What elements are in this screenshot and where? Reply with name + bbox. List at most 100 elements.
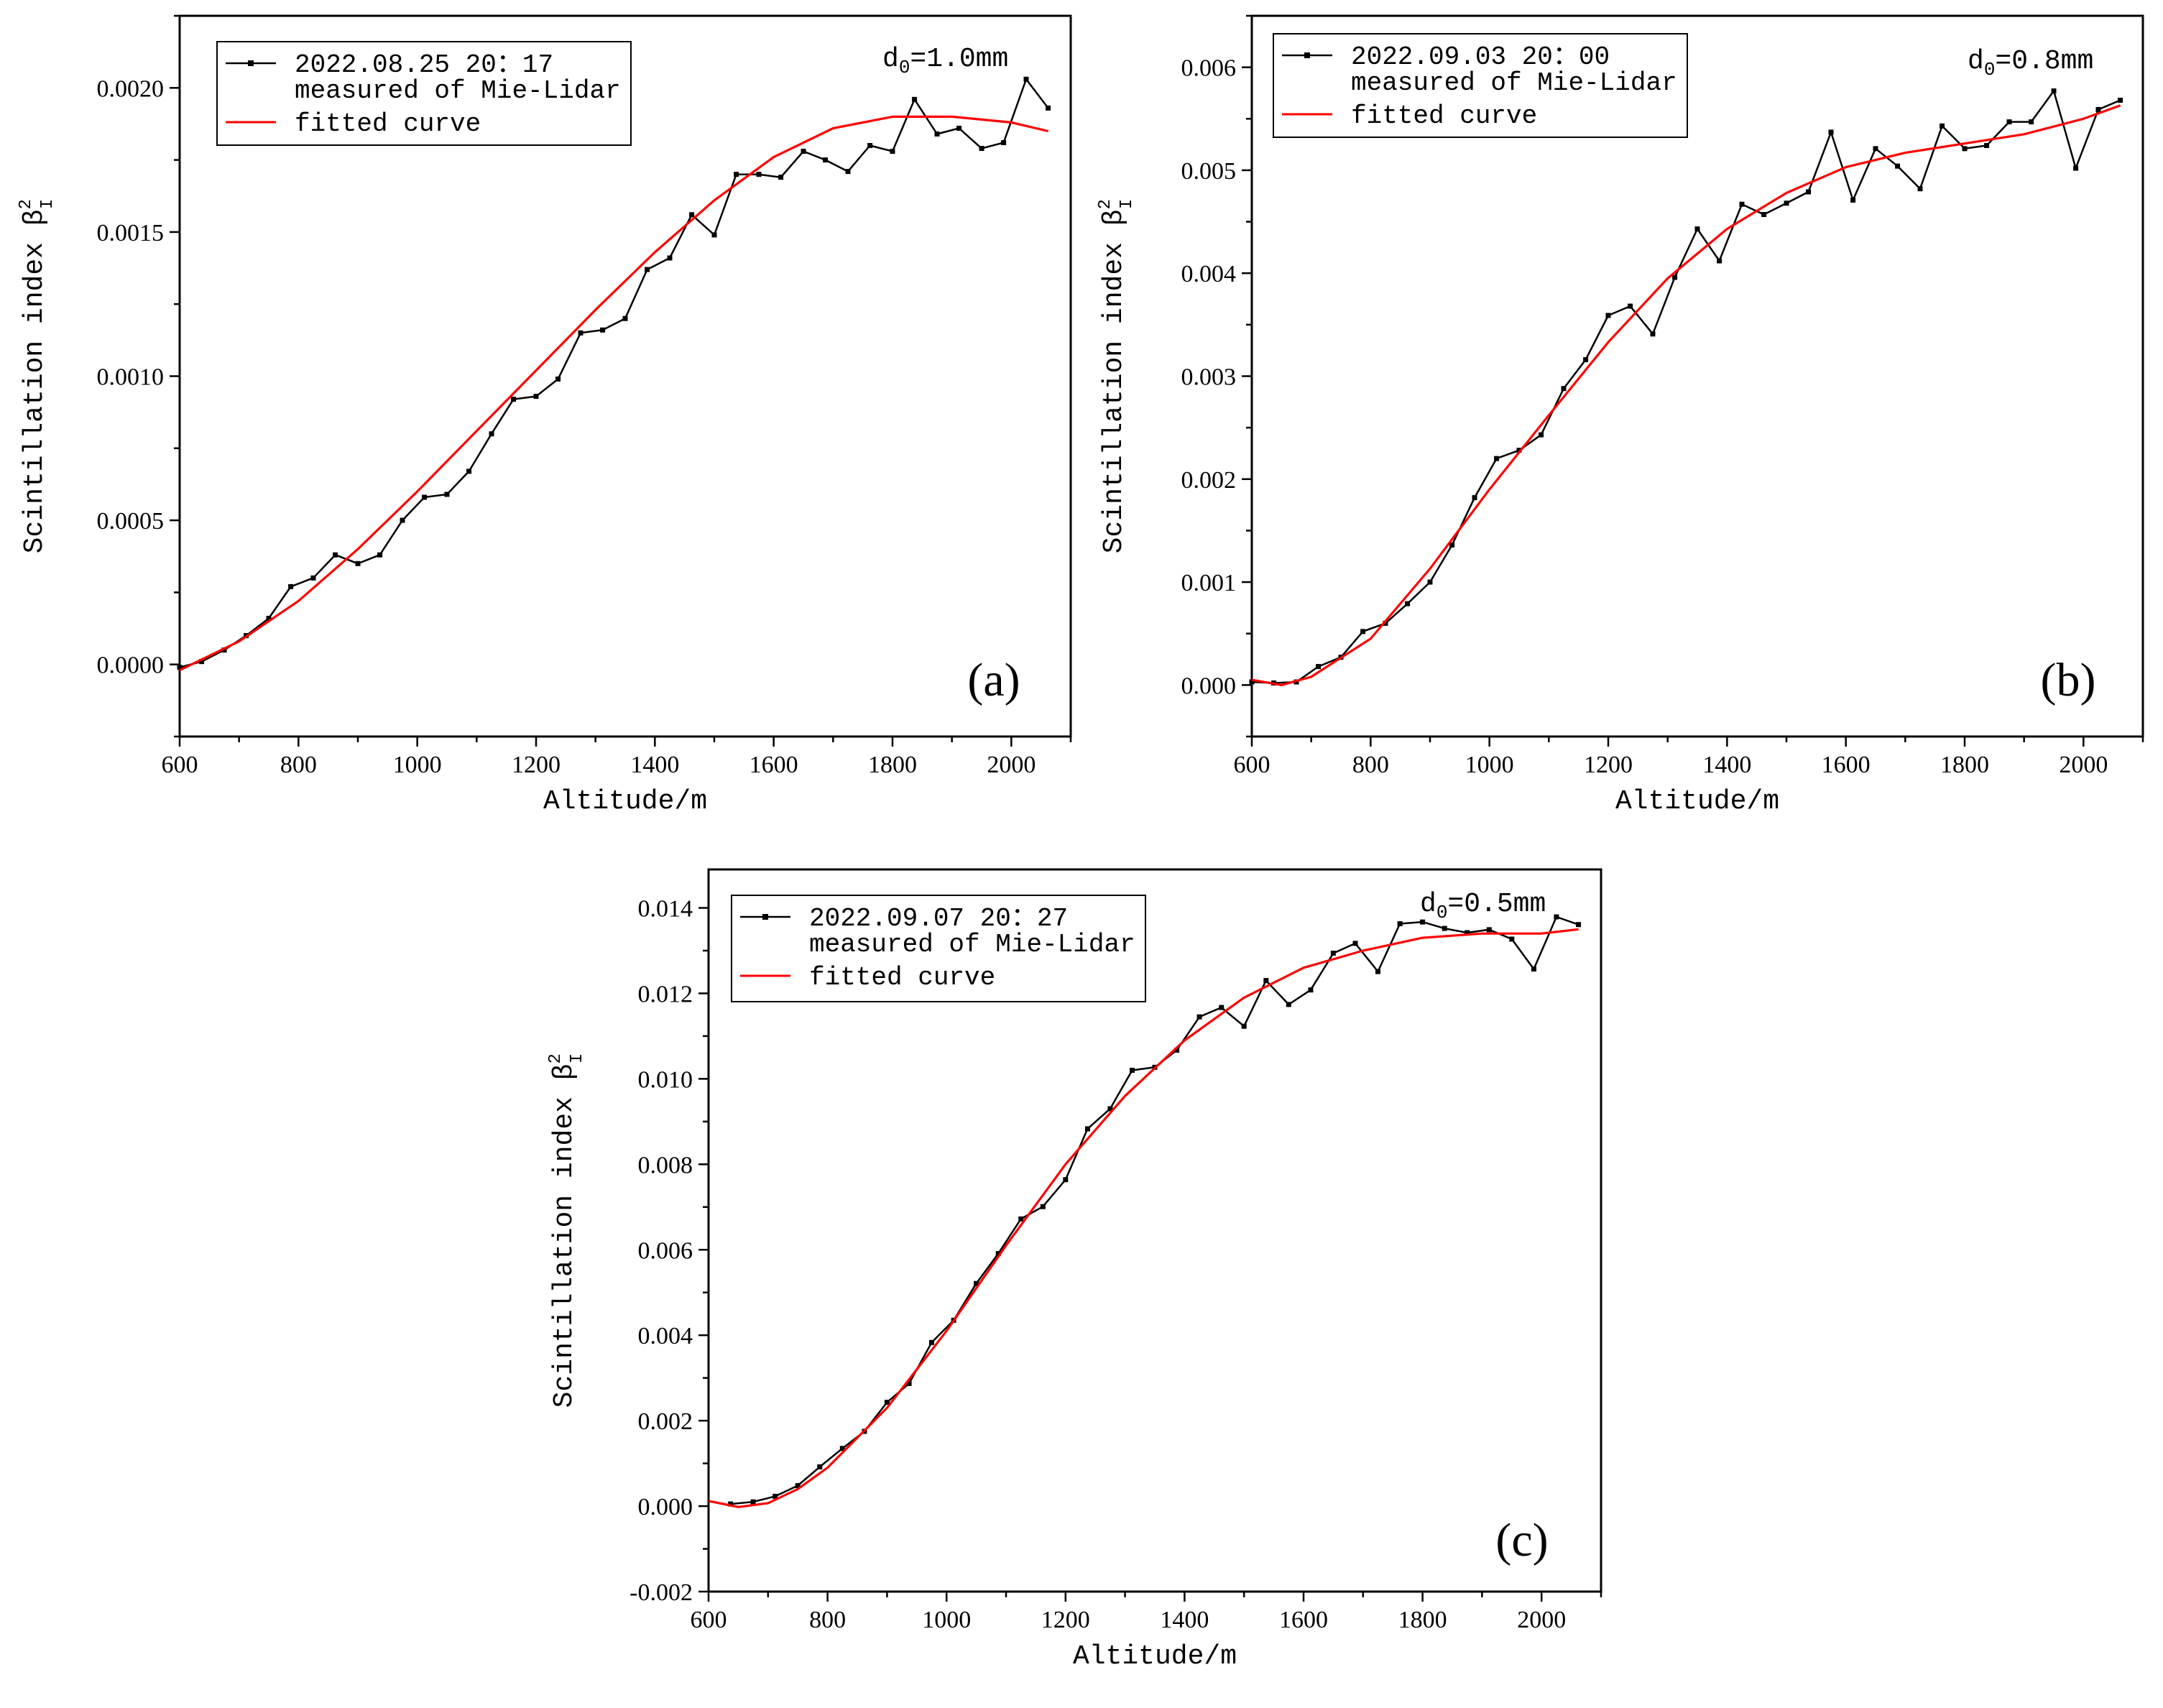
measured-point (929, 1339, 934, 1345)
measured-point (266, 616, 272, 622)
measured-point (511, 397, 517, 402)
x-tick-label: 800 (1352, 752, 1389, 778)
measured-point (622, 315, 628, 321)
measured-point (1895, 163, 1901, 169)
measured-point (1784, 200, 1789, 206)
measured-point (1040, 1204, 1046, 1209)
y-tick-label: 0.012 (638, 981, 693, 1007)
annotation-sub: 0 (1436, 902, 1448, 923)
measured-point (750, 1499, 756, 1505)
legend-date: 2022.09.07 20：27 (809, 904, 1068, 933)
measured-point (1717, 258, 1722, 264)
measured-point (1449, 542, 1455, 548)
legend-measured-label: measured of Mie-Lidar (809, 930, 1135, 959)
y-tick-label: 0.002 (638, 1408, 693, 1435)
measured-point (422, 494, 428, 500)
y-axis-title: Scintillation index β2 I (546, 1053, 587, 1408)
measured-point (1219, 1005, 1225, 1010)
annotation-d: d (1420, 889, 1436, 920)
measured-point (801, 149, 806, 154)
measured-point (1084, 1126, 1090, 1132)
x-tick-label: 600 (162, 752, 198, 778)
measured-point (1174, 1048, 1180, 1053)
x-tick-label: 1400 (1702, 752, 1751, 778)
legend-measured-label: measured of Mie-Lidar (295, 76, 621, 106)
legend-date: 2022.08.25 20：17 (295, 50, 553, 80)
diameter-annotation: d0=0.8mm (1968, 46, 2093, 80)
measured-point (778, 175, 784, 180)
fitted-curve-line (1251, 104, 2121, 687)
measured-point (1263, 978, 1269, 984)
annotation-sub: 0 (899, 57, 910, 78)
measured-point (1249, 679, 1255, 685)
y-tick-label: 0.006 (1181, 55, 1237, 82)
x-tick-label: 800 (809, 1607, 846, 1633)
y-tick-label: -0.002 (629, 1579, 693, 1606)
x-tick-label: 800 (280, 752, 317, 778)
y-tick-label: 0.008 (638, 1152, 693, 1178)
y-tick-label: 0.001 (1181, 570, 1237, 596)
diameter-annotation: d0=0.5mm (1420, 889, 1546, 923)
measured-point (2095, 106, 2101, 112)
measured-point (533, 394, 539, 400)
y-tick-label: 0.0020 (97, 75, 165, 102)
measured-point (906, 1380, 912, 1386)
annotation-value: =0.5mm (1447, 889, 1546, 920)
y-tick-label: 0.004 (1181, 261, 1237, 287)
measured-series-line (179, 78, 1049, 668)
y-axis-title: Scintillation index β2 I (17, 199, 57, 554)
measured-point (912, 96, 918, 102)
measured-point (2029, 119, 2034, 125)
measured-point (1018, 1216, 1024, 1222)
measured-point (555, 377, 561, 382)
x-tick-label: 1600 (1822, 752, 1871, 778)
measured-point (1650, 331, 1656, 337)
measured-point (400, 517, 405, 523)
x-tick-label: 1200 (1584, 752, 1633, 778)
annotation-value: =0.8mm (1995, 46, 2093, 77)
y-tick-label: 0.010 (638, 1066, 693, 1093)
measured-point (1472, 495, 1477, 501)
x-tick-label: 600 (691, 1607, 727, 1633)
y-axis-title-sub: I (38, 199, 57, 209)
x-tick-label: 1200 (512, 752, 561, 778)
measured-point (795, 1483, 801, 1489)
y-axis-title: Scintillation index β2 I (1096, 199, 1137, 554)
measured-point (2006, 119, 2012, 125)
measured-point (1352, 941, 1358, 946)
measured-point (1554, 914, 1559, 920)
y-axis-title-sup: 2 (546, 1053, 566, 1063)
x-tick-label: 1000 (922, 1607, 971, 1633)
measured-point (1516, 448, 1522, 453)
x-tick-label: 2000 (1517, 1607, 1566, 1633)
measured-point (288, 583, 294, 589)
measured-point (2051, 88, 2057, 94)
measured-point (817, 1464, 823, 1469)
panel-tag: (b) (2041, 654, 2096, 706)
measured-point (1962, 146, 1968, 152)
measured-point (1828, 129, 1834, 135)
x-tick-label: 1600 (1279, 1607, 1328, 1633)
y-axis-title-text: Scintillation index β (549, 1063, 580, 1408)
measured-point (1420, 919, 1426, 925)
measured-point (2073, 165, 2079, 171)
x-axis-title: Altitude/m (543, 786, 707, 817)
measured-point (489, 431, 494, 437)
legend-box (1273, 33, 1688, 138)
measured-point (1383, 620, 1388, 626)
y-tick-label: 0.014 (638, 896, 693, 923)
measured-point (1873, 146, 1878, 152)
x-tick-label: 2000 (2059, 752, 2108, 778)
measured-point (734, 172, 739, 177)
measured-point (1427, 579, 1433, 585)
measured-series-line (1251, 90, 2121, 684)
measured-point (1375, 969, 1380, 974)
y-axis-title-sub: I (1117, 199, 1137, 209)
y-axis-title-sub: I (568, 1053, 587, 1063)
annotation-value: =1.0mm (910, 44, 1008, 75)
legend-fitted-label: fitted curve (809, 963, 995, 992)
y-axis-title-sup: 2 (1096, 199, 1115, 209)
measured-point (845, 169, 851, 175)
x-tick-label: 2000 (987, 752, 1036, 778)
measured-point (1561, 386, 1567, 392)
